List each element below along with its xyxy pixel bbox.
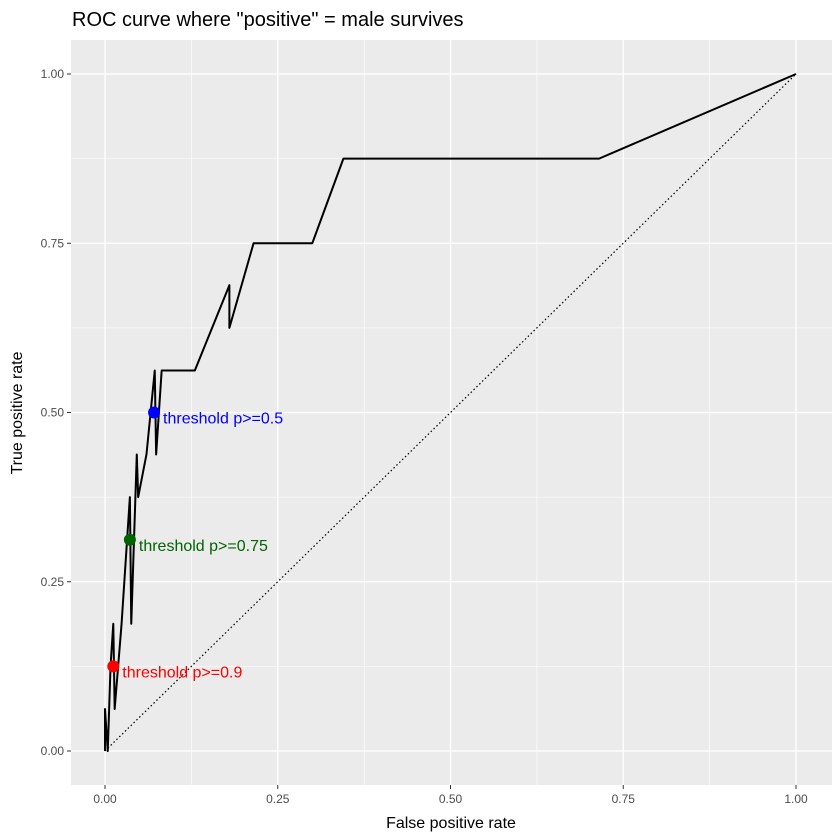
series-layer (104, 73, 797, 752)
x-tick-label: 1.00 (784, 792, 808, 806)
x-tick-label: 0.00 (93, 792, 117, 806)
threshold-label: threshold p>=0.9 (122, 664, 242, 681)
axis-layer: 0.00 0.25 0.50 0.75 1.00 0.00 0.25 0.50 0.75 1.00 (41, 67, 808, 806)
diagonal-reference-line (104, 73, 797, 752)
threshold-marker (148, 406, 161, 419)
threshold-marker (123, 533, 136, 546)
y-tick-label: 0.25 (41, 575, 65, 589)
x-tick-label: 0.75 (612, 792, 636, 806)
x-tick-label: 0.50 (439, 792, 463, 806)
roc-curve-line (104, 73, 797, 752)
threshold-label: threshold p>=0.5 (163, 411, 283, 428)
chart-title: ROC curve where "positive" = male surviv… (72, 9, 464, 31)
y-axis-label: True positive rate (9, 351, 26, 474)
marker-layer: threshold p>=0.9 threshold p>=0.75 thresho… (107, 406, 283, 681)
y-tick-label: 0.50 (41, 406, 65, 420)
x-axis-label: False positive rate (386, 815, 516, 832)
y-tick-label: 1.00 (41, 67, 65, 81)
threshold-label: threshold p>=0.75 (139, 538, 268, 555)
y-tick-label: 0.75 (41, 236, 65, 250)
threshold-marker (107, 660, 120, 673)
grid-major (71, 40, 832, 785)
x-tick-label: 0.25 (266, 792, 290, 806)
y-tick-label: 0.00 (41, 744, 65, 758)
